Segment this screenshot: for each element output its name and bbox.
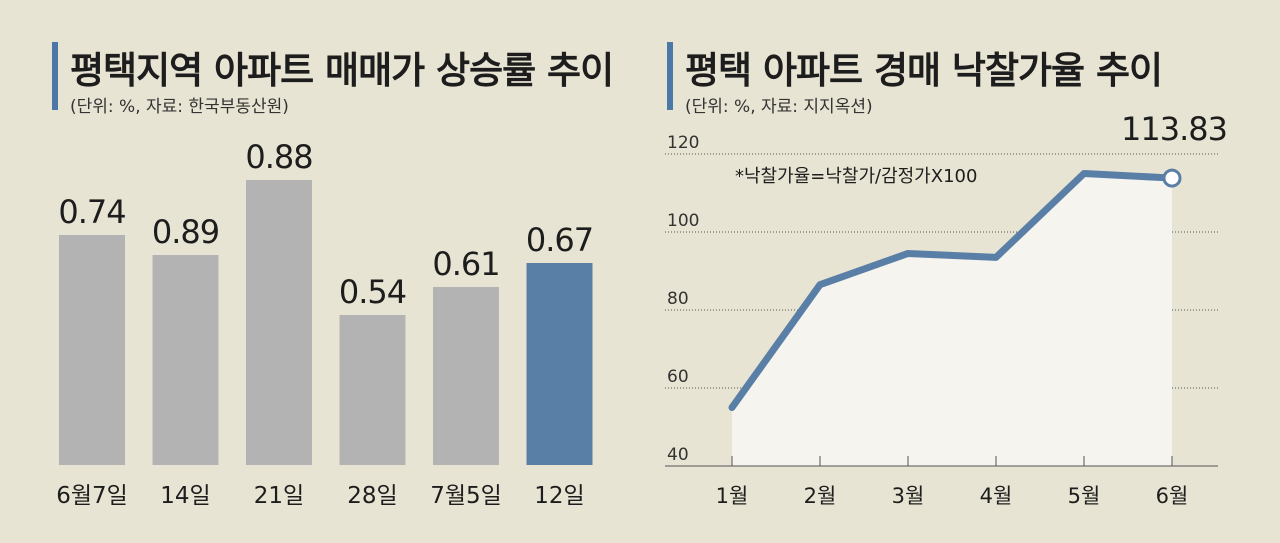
formula-note: *낙찰가율=낙찰가/감정가X100 bbox=[735, 166, 977, 187]
left-chart-subtitle: (단위: %, 자료: 한국부동산원) bbox=[70, 97, 289, 117]
y-tick-label: 120 bbox=[667, 133, 699, 153]
area-fill bbox=[732, 173, 1172, 466]
left-chart-title: 평택지역 아파트 매매가 상승률 추이 bbox=[70, 49, 614, 92]
bar bbox=[339, 315, 406, 465]
x-tick-label: 4월 bbox=[980, 484, 1013, 508]
category-label: 28일 bbox=[347, 483, 397, 509]
right-chart-title: 평택 아파트 경매 낙찰가율 추이 bbox=[685, 49, 1163, 92]
bar-chart: 0.74 6월7일 0.89 14일 0.88 21일 0.54 28일 0.61 7월5일 0.6… bbox=[56, 138, 594, 509]
x-tick-label: 6월 bbox=[1156, 484, 1189, 508]
y-tick-label: 40 bbox=[667, 445, 689, 465]
y-tick-label: 80 bbox=[667, 289, 689, 309]
right-chart-subtitle: (단위: %, 자료: 지지옥션) bbox=[685, 97, 873, 117]
y-tick-label: 60 bbox=[667, 367, 689, 387]
bar-value-label: 0.67 bbox=[526, 221, 593, 259]
bar-value-label: 0.89 bbox=[152, 213, 219, 251]
category-label: 12일 bbox=[534, 483, 584, 509]
last-point-label: 113.83 bbox=[1121, 110, 1227, 148]
y-tick-label: 100 bbox=[667, 211, 699, 231]
right-chart-panel: 평택 아파트 경매 낙찰가율 추이 (단위: %, 자료: 지지옥션) 40 60… bbox=[640, 0, 1280, 543]
bar bbox=[59, 235, 125, 465]
bar-value-label: 0.54 bbox=[339, 273, 406, 311]
category-label: 21일 bbox=[254, 483, 304, 509]
x-tick-label: 5월 bbox=[1068, 484, 1101, 508]
title-accent-bar bbox=[52, 42, 58, 110]
bar-value-label: 0.88 bbox=[245, 138, 312, 176]
title-accent-bar bbox=[667, 42, 673, 110]
last-point-marker bbox=[1162, 168, 1182, 188]
left-chart-panel: 평택지역 아파트 매매가 상승률 추이 (단위: %, 자료: 한국부동산원) … bbox=[52, 42, 614, 509]
line-chart: 40 60 80 100 120 1월 2월 3월 4월 5월 6월 113.83 *낙찰가율=낙찰가/… bbox=[665, 110, 1228, 508]
bar bbox=[246, 180, 312, 465]
category-label: 6월7일 bbox=[56, 483, 128, 509]
bar bbox=[433, 287, 499, 465]
bar bbox=[152, 255, 219, 465]
bar-value-label: 0.61 bbox=[432, 245, 499, 283]
x-tick-label: 2월 bbox=[804, 484, 837, 508]
bar bbox=[526, 263, 593, 465]
x-tick-label: 1월 bbox=[716, 484, 749, 508]
category-label: 7월5일 bbox=[430, 483, 502, 509]
category-label: 14일 bbox=[160, 483, 210, 509]
bar-value-label: 0.74 bbox=[58, 193, 125, 231]
x-tick-label: 3월 bbox=[892, 484, 925, 508]
series-line bbox=[728, 170, 1176, 411]
